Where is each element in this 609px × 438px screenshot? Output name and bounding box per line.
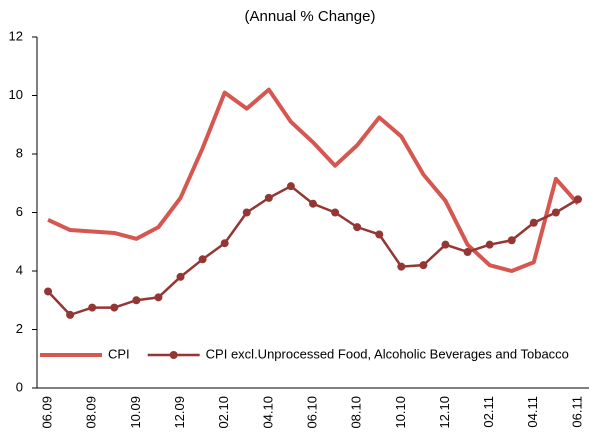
data-point: [463, 247, 472, 256]
data-point: [507, 236, 516, 245]
data-point: [529, 218, 538, 227]
data-point: [286, 182, 295, 191]
data-point: [176, 272, 185, 281]
y-tick-label: 2: [16, 321, 23, 336]
x-tick-label: 06.09: [39, 396, 54, 429]
series-line: [47, 87, 580, 273]
data-point: [309, 199, 317, 208]
data-point: [441, 240, 450, 249]
x-tick-label: 10.10: [393, 396, 408, 429]
data-point: [331, 208, 340, 217]
legend-label: CPI excl.Unprocessed Food, Alcoholic Bev…: [206, 346, 569, 361]
data-point: [110, 303, 119, 312]
y-tick-label: 8: [16, 145, 23, 160]
legend-marker: [169, 351, 178, 359]
data-point: [88, 303, 97, 312]
x-tick-label: 08.10: [349, 396, 364, 429]
data-point: [551, 208, 560, 217]
data-point: [242, 208, 251, 217]
y-tick-label: 12: [9, 28, 23, 43]
data-point: [132, 296, 141, 305]
x-tick-label: 02.11: [481, 396, 496, 428]
y-tick-label: 0: [16, 379, 23, 394]
data-point: [154, 293, 163, 302]
data-point: [419, 261, 428, 270]
data-point: [397, 262, 406, 271]
y-tick-label: 6: [16, 204, 23, 219]
x-tick-label: 02.10: [216, 396, 231, 429]
y-tick-label: 4: [16, 262, 23, 277]
data-point: [66, 310, 75, 319]
chart-title: (Annual % Change): [245, 8, 376, 25]
x-tick-label: 04.11: [525, 396, 540, 428]
data-point: [198, 255, 207, 264]
x-tick-label: 10.09: [128, 396, 143, 429]
data-point: [353, 223, 362, 232]
data-point: [44, 287, 53, 296]
y-tick-label: 10: [9, 87, 23, 102]
data-point: [375, 230, 384, 239]
x-tick-label: 06.11: [569, 396, 584, 428]
data-point: [573, 195, 582, 204]
x-tick-label: 04.10: [260, 396, 275, 429]
x-tick-label: 12.10: [437, 396, 452, 429]
x-tick-label: 08.09: [84, 396, 99, 429]
x-tick-label: 06.10: [304, 396, 319, 429]
legend-label: CPI: [108, 346, 130, 361]
data-point: [220, 239, 229, 248]
data-point: [485, 240, 494, 249]
x-tick-label: 12.09: [172, 396, 187, 429]
data-point: [264, 193, 273, 202]
